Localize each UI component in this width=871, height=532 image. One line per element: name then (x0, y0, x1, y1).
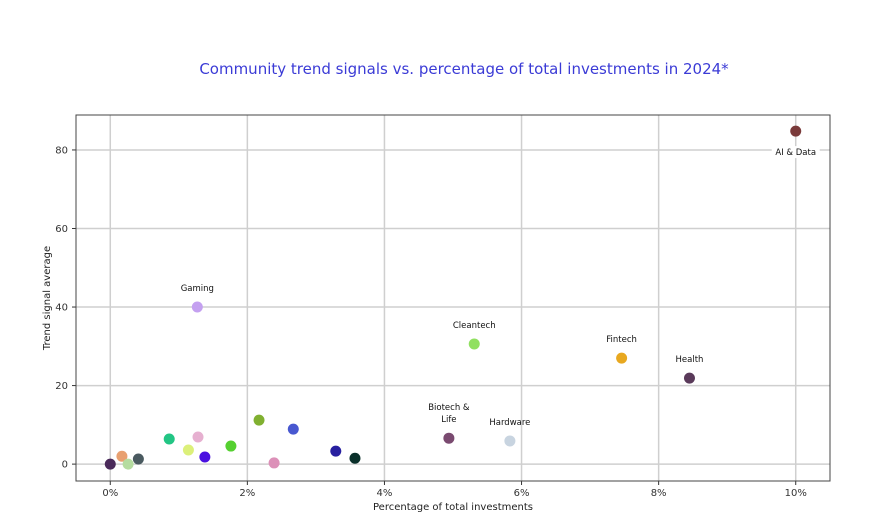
data-point (132, 453, 144, 465)
data-point (163, 433, 175, 445)
data-point (104, 458, 116, 470)
y-tick-label: 60 (55, 224, 68, 235)
x-axis-label: Percentage of total investments (373, 502, 533, 513)
data-point (191, 301, 203, 313)
x-tick-label: 0% (102, 488, 118, 499)
data-label: Life (441, 415, 456, 425)
chart-title: Community trend signals vs. percentage o… (199, 60, 729, 78)
y-axis-label: Trend signal average (42, 246, 53, 351)
x-tick-label: 10% (785, 488, 807, 499)
data-label: Health (676, 355, 704, 365)
data-point (253, 414, 265, 426)
data-point (199, 451, 211, 463)
data-point (122, 458, 134, 470)
label-background (771, 146, 820, 159)
x-tick-label: 8% (651, 488, 667, 499)
data-point (504, 435, 516, 447)
data-point (790, 125, 802, 137)
data-point (443, 432, 455, 444)
data-point (225, 440, 237, 452)
data-point (468, 338, 480, 350)
x-tick-label: 4% (377, 488, 393, 499)
data-point (268, 457, 280, 469)
plot-frame (75, 114, 831, 482)
data-point (349, 452, 361, 464)
x-tick-label: 2% (239, 488, 255, 499)
data-label: AI & Data (775, 148, 816, 158)
data-point (192, 431, 204, 443)
y-tick-label: 20 (55, 381, 68, 392)
x-tick-label: 6% (514, 488, 530, 499)
data-point (182, 444, 194, 456)
data-point (683, 372, 695, 384)
data-label: Gaming (181, 284, 214, 294)
data-point (116, 450, 128, 462)
y-tick-label: 80 (55, 145, 68, 156)
y-tick-label: 40 (55, 303, 68, 314)
y-tick-label: 0 (62, 460, 68, 471)
data-point (287, 423, 299, 435)
data-label: Biotech & (428, 403, 470, 413)
data-point (330, 445, 342, 457)
data-point (616, 352, 628, 364)
data-label: Hardware (489, 418, 530, 428)
data-label: Cleantech (453, 321, 496, 331)
data-label: Fintech (606, 335, 637, 345)
